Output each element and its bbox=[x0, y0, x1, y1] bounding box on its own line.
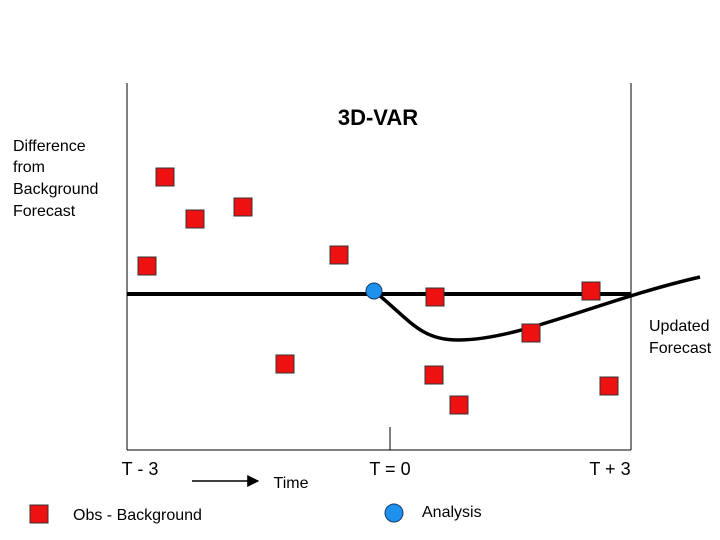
curve-label-line: Updated bbox=[649, 318, 710, 335]
time-axis-label: Time bbox=[274, 475, 309, 492]
observation bbox=[581, 281, 601, 301]
y-label-line: Background bbox=[13, 181, 98, 198]
observation bbox=[233, 197, 253, 217]
time-label: T = 0 bbox=[369, 459, 410, 479]
y-label-line: Forecast bbox=[13, 203, 76, 220]
title: 3D-VAR bbox=[338, 105, 418, 130]
observation bbox=[185, 209, 205, 229]
y-label-line: from bbox=[13, 159, 45, 176]
observations bbox=[137, 167, 619, 415]
curve-label-line: Forecast bbox=[649, 340, 712, 357]
observation bbox=[425, 287, 445, 307]
y-label-line: Difference bbox=[13, 138, 86, 155]
observation bbox=[329, 245, 349, 265]
time-label: T - 3 bbox=[122, 459, 159, 479]
legend-observation-icon bbox=[29, 504, 49, 524]
legend-analysis-icon bbox=[384, 503, 404, 523]
observation bbox=[449, 395, 469, 415]
observation bbox=[137, 256, 157, 276]
updated-forecast-curve bbox=[372, 275, 701, 342]
time-label: T + 3 bbox=[589, 459, 630, 479]
observation bbox=[155, 167, 175, 187]
observation bbox=[424, 365, 444, 385]
observation bbox=[521, 323, 541, 343]
observation bbox=[599, 376, 619, 396]
legend-observation-label: Obs - Background bbox=[73, 507, 202, 524]
analysis-point bbox=[365, 282, 383, 300]
observation bbox=[275, 354, 295, 374]
legend-analysis-label: Analysis bbox=[422, 504, 482, 521]
